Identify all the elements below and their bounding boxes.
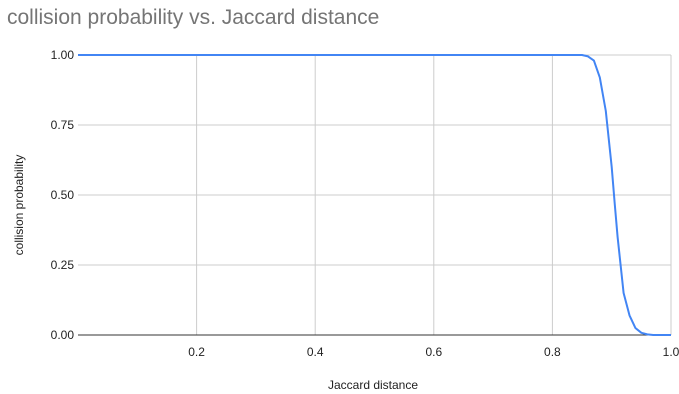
y-tick-label: 0.75 <box>51 118 75 132</box>
tick-labels: 0.2 0.4 0.6 0.8 1.0 0.00 0.25 0.50 0.75 1.00 <box>51 48 679 359</box>
x-axis-label: Jaccard distance <box>328 378 418 392</box>
series-group <box>78 54 671 336</box>
series-line <box>78 54 671 336</box>
chart-title: collision probability vs. Jaccard distan… <box>7 6 380 29</box>
x-tick-label: 0.8 <box>544 345 561 359</box>
y-tick-label: 1.00 <box>51 48 75 62</box>
y-tick-label: 0.00 <box>51 328 75 342</box>
y-axis-label: collision probability <box>12 155 26 256</box>
x-tick-label: 0.6 <box>425 345 442 359</box>
gridlines <box>78 54 672 336</box>
x-tick-label: 0.4 <box>307 345 324 359</box>
y-tick-label: 0.50 <box>51 188 75 202</box>
x-tick-label: 0.2 <box>188 345 205 359</box>
x-tick-label: 1.0 <box>663 345 679 359</box>
y-tick-label: 0.25 <box>51 258 75 272</box>
